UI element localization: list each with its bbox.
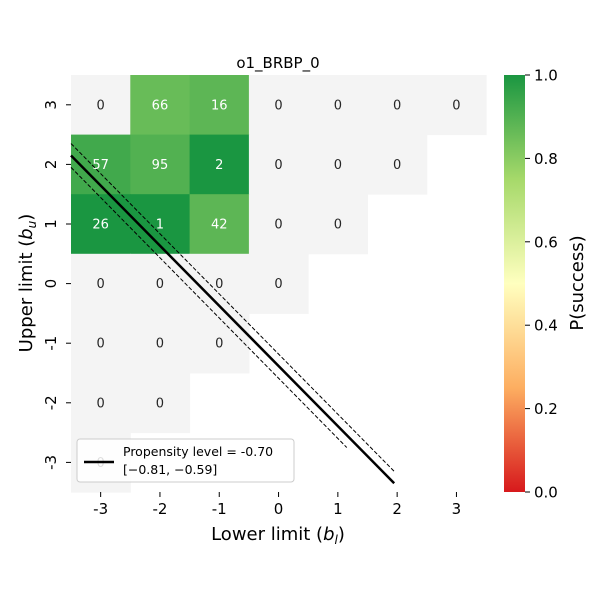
colorbar-tick-label: 1.0 xyxy=(534,67,558,85)
y-axis-ticks: 3 2 1 0 -1 -2 -3 xyxy=(42,100,71,470)
cell-count-label: 0 xyxy=(156,337,164,352)
cell-count-label: 66 xyxy=(152,98,169,113)
cell-count-label: 95 xyxy=(152,158,169,173)
cell-count-label: 0 xyxy=(452,98,460,113)
heatmap-cell xyxy=(71,313,131,374)
colorbar-tick-label: 0.4 xyxy=(534,317,558,335)
x-tick-label: 3 xyxy=(452,500,462,518)
y-axis-label: Upper limit (bu) xyxy=(16,214,39,353)
colorbar-tick-label: 0.2 xyxy=(534,400,558,418)
cell-count-label: 2 xyxy=(215,158,223,173)
cell-count-label: 0 xyxy=(274,98,282,113)
cell-count-label: 1 xyxy=(156,218,164,233)
heatmap-cells: 0661600005795200026142000000000000 xyxy=(71,75,487,493)
heatmap-cell xyxy=(130,75,191,136)
colorbar-tick-label: 0.0 xyxy=(534,484,558,502)
heatmap-cell xyxy=(248,75,309,136)
heatmap-cell xyxy=(308,75,368,136)
heatmap-cell xyxy=(71,75,131,136)
colorbar xyxy=(504,75,525,492)
heatmap-cell xyxy=(130,373,191,434)
y-tick-label: 0 xyxy=(42,279,60,289)
cell-count-label: 0 xyxy=(274,158,282,173)
cell-count-label: 0 xyxy=(97,277,105,292)
heatmap-cell xyxy=(426,75,487,136)
heatmap-cell xyxy=(189,253,250,314)
cell-count-label: 16 xyxy=(211,98,228,113)
heatmap-cell xyxy=(189,134,250,195)
cell-count-label: 26 xyxy=(92,218,109,233)
cell-count-label: 0 xyxy=(393,158,401,173)
y-tick-label: -2 xyxy=(42,395,60,410)
heatmap-cell xyxy=(130,134,191,195)
cell-count-label: 0 xyxy=(156,396,164,411)
heatmap-cell xyxy=(248,253,309,314)
cell-count-label: 42 xyxy=(211,218,228,233)
cell-count-label: 0 xyxy=(215,337,223,352)
heatmap-cell xyxy=(130,313,191,374)
heatmap-cell xyxy=(367,75,428,136)
x-axis-label: Lower limit (bl) xyxy=(211,524,345,547)
colorbar-label: P(success) xyxy=(567,235,588,330)
heatmap-cell xyxy=(189,75,250,136)
legend: Propensity level = -0.70 [−0.81, −0.59] xyxy=(76,438,295,483)
x-tick-label: -2 xyxy=(152,500,167,518)
ci-lower-line xyxy=(70,167,348,448)
cell-count-label: 0 xyxy=(97,98,105,113)
heatmap-cell xyxy=(189,194,250,255)
y-tick-label: -1 xyxy=(42,336,60,351)
chart-title: o1_BRBP_0 xyxy=(236,54,319,73)
heatmap-cell xyxy=(71,373,131,434)
x-tick-label: 2 xyxy=(392,500,402,518)
x-tick-label: 1 xyxy=(333,500,343,518)
cell-count-label: 0 xyxy=(334,218,342,233)
y-tick-label: 3 xyxy=(42,100,60,110)
x-axis-ticks: -3 -2 -1 0 1 2 3 xyxy=(93,492,461,518)
colorbar-tick-label: 0.8 xyxy=(534,150,558,168)
propensity-line xyxy=(70,154,396,485)
propensity-lines xyxy=(70,143,396,485)
heatmap-cell xyxy=(130,253,191,314)
cell-count-label: 0 xyxy=(97,337,105,352)
y-tick-label: 1 xyxy=(42,219,60,229)
x-tick-label: -3 xyxy=(93,500,108,518)
cell-count-label: 0 xyxy=(97,396,105,411)
heatmap-cell xyxy=(189,313,250,374)
heatmap-cell xyxy=(71,253,131,314)
cell-count-label: 57 xyxy=(92,158,109,173)
heatmap-cell xyxy=(71,194,131,255)
cell-count-label: 0 xyxy=(334,98,342,113)
cell-count-label: 0 xyxy=(334,158,342,173)
heatmap-cell xyxy=(248,194,309,255)
y-tick-label: -3 xyxy=(42,455,60,470)
y-tick-label: 2 xyxy=(42,160,60,170)
cell-count-label: 0 xyxy=(274,277,282,292)
cell-count-label: 0 xyxy=(215,277,223,292)
x-tick-label: 0 xyxy=(274,500,284,518)
cell-count-label: 0 xyxy=(156,277,164,292)
colorbar-ticks: 0.0 0.2 0.4 0.6 0.8 1.0 xyxy=(525,67,558,502)
heatmap-cell xyxy=(308,194,368,255)
heatmap-cell xyxy=(248,134,309,195)
colorbar-tick-label: 0.6 xyxy=(534,233,558,251)
cell-count-label: 0 xyxy=(393,98,401,113)
heatmap-cell xyxy=(367,134,428,195)
legend-label: Propensity level = -0.70 xyxy=(123,444,273,459)
cell-count-label: 0 xyxy=(274,218,282,233)
x-tick-label: -1 xyxy=(212,500,227,518)
legend-box xyxy=(76,438,295,483)
heatmap-cell xyxy=(308,134,368,195)
legend-interval: [−0.81, −0.59] xyxy=(123,462,217,477)
ci-upper-line xyxy=(70,143,395,472)
